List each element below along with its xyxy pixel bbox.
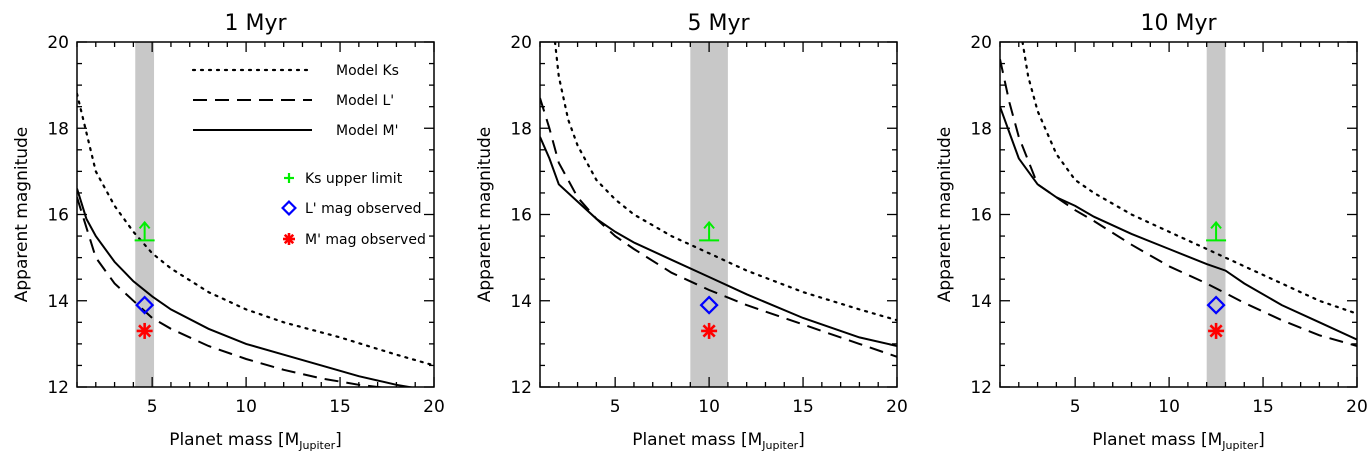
y-tick-label: 12: [47, 378, 69, 398]
x-axis-label-end: ]: [798, 430, 805, 450]
obs-upper-limit: [134, 220, 155, 242]
series-solid-line: [1000, 106, 1357, 341]
y-tick-label: 16: [47, 206, 69, 226]
obs-upper-limit-arrowhead: [703, 220, 715, 230]
model-curves: [540, 42, 897, 358]
obs-asterisk-stroke: [1209, 324, 1223, 338]
legend-label: Model Ks: [336, 63, 399, 79]
x-tick-label: 20: [886, 397, 908, 417]
x-axis-label: Planet mass [MJupiter]: [169, 430, 342, 452]
x-axis-label: Planet mass [MJupiter]: [632, 430, 805, 452]
y-tick-label: 14: [47, 292, 69, 312]
legend: Model Ks Model L' Model M' Ks upper limit L'…: [191, 63, 426, 248]
legend-label: L' mag observed: [305, 201, 422, 217]
y-tick-label: 18: [47, 119, 69, 139]
obs-asterisk-stroke: [702, 324, 716, 338]
y-axis-label: Apparent magnitude: [475, 127, 495, 303]
x-tick-label: 10: [1158, 397, 1180, 417]
x-axis-label-sub: Jupiter: [298, 439, 335, 452]
y-tick-label: 18: [970, 119, 992, 139]
x-axis-label-end: ]: [335, 430, 342, 450]
model-curves: [77, 92, 434, 387]
obs-asterisk: [1208, 322, 1225, 339]
y-tick-label: 20: [47, 33, 69, 53]
legend-label: Model M': [336, 123, 398, 139]
y-axis-label: Apparent magnitude: [12, 127, 32, 303]
plot-frame: [999, 41, 1358, 388]
legend-marker-diamond: [281, 200, 297, 216]
x-tick-label: 5: [147, 397, 158, 417]
y-tick-label: 14: [970, 292, 992, 312]
series-dashed-line: [540, 97, 897, 358]
x-axis-label-main: Planet mass [M: [632, 430, 762, 450]
panel-title: 1 Myr: [224, 11, 287, 36]
y-tick-label: 20: [970, 33, 992, 53]
y-tick-label: 16: [970, 206, 992, 226]
obs-diamond: [135, 295, 155, 315]
obs-diamond: [1206, 295, 1226, 315]
x-axis-label-sub: Jupiter: [1221, 439, 1258, 452]
model-curves: [1000, 42, 1357, 347]
obs-upper-limit: [699, 220, 720, 242]
x-tick-label: 10: [235, 397, 257, 417]
x-tick-label: 5: [610, 397, 621, 417]
x-axis-label: Planet mass [MJupiter]: [1092, 430, 1265, 452]
x-axis-label-end: ]: [1258, 430, 1265, 450]
y-tick-label: 12: [970, 378, 992, 398]
y-tick-label: 12: [510, 378, 532, 398]
obs-asterisk: [701, 322, 718, 339]
y-axis-label: Apparent magnitude: [935, 127, 955, 303]
series-solid-line: [540, 136, 897, 347]
legend-marker-asterisk: [283, 233, 295, 245]
panel-title: 10 Myr: [1140, 11, 1217, 36]
panel-3: 5 10 15 20 12 14 16 18 20 10 Myr Apparent magnitud…: [935, 11, 1368, 452]
y-tick-label: 16: [510, 206, 532, 226]
legend-label: M' mag observed: [305, 232, 426, 248]
series-dashed-line: [77, 197, 387, 387]
series-dotted-line: [77, 92, 434, 367]
obs-asterisk: [136, 322, 153, 339]
legend-marker-asterisk-stroke: [283, 233, 295, 245]
panel-title: 5 Myr: [687, 11, 750, 36]
series-dashed-line: [1000, 58, 1357, 347]
series-dotted-line: [1021, 42, 1357, 315]
legend-label: Model L': [336, 93, 394, 109]
x-tick-label: 20: [1346, 397, 1368, 417]
x-tick-label: 5: [1070, 397, 1081, 417]
obs-upper-limit-arrowhead: [1210, 220, 1222, 230]
x-tick-label: 10: [698, 397, 720, 417]
obs-diamond: [699, 295, 719, 315]
obs-asterisk-stroke: [138, 324, 152, 338]
y-tick-label: 18: [510, 119, 532, 139]
legend-marker-plus: [284, 173, 294, 183]
x-tick-label: 15: [1252, 397, 1274, 417]
x-axis-label-main: Planet mass [M: [1092, 430, 1222, 450]
series-solid-line: [77, 188, 415, 387]
obs-upper-limit: [1206, 220, 1227, 242]
y-tick-label: 14: [510, 292, 532, 312]
legend-label: Ks upper limit: [305, 171, 403, 187]
series-dotted-line: [553, 42, 897, 322]
x-tick-label: 15: [329, 397, 351, 417]
x-tick-label: 15: [792, 397, 814, 417]
panel-1: 5 10 15 20 12 14 16 18 20 1 Myr Apparent magnitude…: [12, 11, 445, 452]
x-axis-label-sub: Jupiter: [761, 439, 798, 452]
panel-2: 5 10 15 20 12 14 16 18 20 5 Myr Apparent magnitude…: [475, 11, 908, 452]
x-axis-label-main: Planet mass [M: [169, 430, 299, 450]
y-tick-label: 20: [510, 33, 532, 53]
obs-upper-limit-arrowhead: [138, 220, 151, 230]
x-tick-label: 20: [423, 397, 445, 417]
